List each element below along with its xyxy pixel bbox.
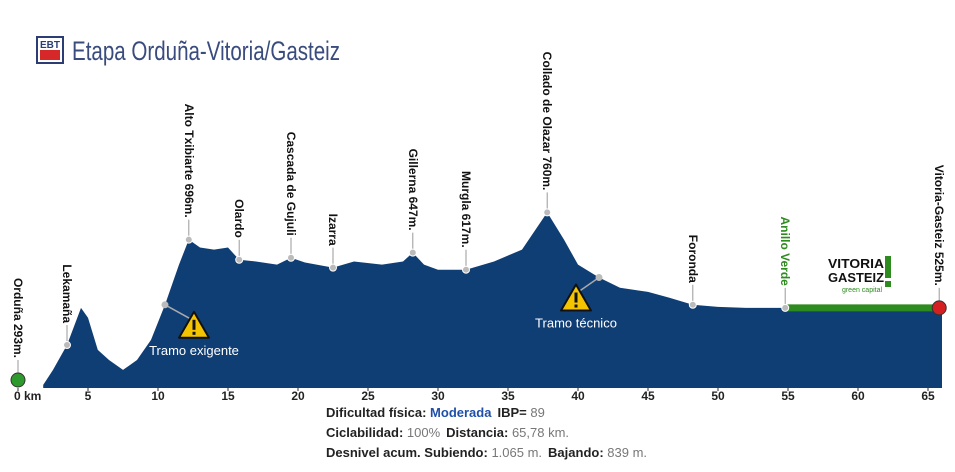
poi-label: Olardo <box>232 199 246 238</box>
info-value: Moderada <box>430 405 492 420</box>
poi-dot <box>63 341 71 350</box>
x-tick-label: 50 <box>711 389 725 402</box>
warning-bang <box>574 292 578 303</box>
x-tick-label: 0 km <box>14 389 41 402</box>
x-tick-label: 65 <box>921 389 935 402</box>
x-tick-label: 25 <box>361 389 375 402</box>
info-row: Desnivel acum. Subiendo: 1.065 m. Bajando… <box>326 443 653 463</box>
poi-dot <box>10 372 26 388</box>
warning-dot <box>574 304 578 308</box>
poi-dot <box>235 255 244 264</box>
x-tick-label: 10 <box>151 389 165 402</box>
poi-label: Vitoria-Gasteiz 525m. <box>932 165 946 286</box>
info-value: 65,78 km. <box>511 425 570 440</box>
info-label: Ciclabilidad: <box>326 425 404 440</box>
x-tick-label: 15 <box>221 389 235 402</box>
badge-line: VITORIA <box>828 256 885 271</box>
info-value: 89 <box>530 405 545 420</box>
poi-label: Anillo Verde <box>778 217 792 287</box>
logo-text: EBT <box>40 40 60 51</box>
logo-red <box>40 50 60 60</box>
info-label: IBP= <box>497 405 527 420</box>
warning-label: Tramo técnico <box>535 316 617 331</box>
x-tick-label: 55 <box>781 389 795 402</box>
poi-dot <box>329 263 337 272</box>
warning-anchor <box>595 274 603 282</box>
warning-bang <box>192 319 196 330</box>
badge-line: green capital <box>842 287 883 294</box>
info-row: Dificultad física: Moderada IBP= 89 <box>326 403 653 423</box>
poi-label: Gillerna 647m. <box>406 149 420 231</box>
x-tick-label: 60 <box>851 389 865 402</box>
poi-label: Foronda <box>686 235 700 283</box>
logo: EBT <box>36 36 64 64</box>
x-tick-label: 5 <box>85 389 92 402</box>
x-tick-label: 35 <box>501 389 515 402</box>
info: Dificultad física: Moderada IBP= 89 Ciclab… <box>326 403 653 463</box>
poi-label: Lekamaña <box>60 264 74 323</box>
poi-label: Murgla 617m. <box>459 171 473 248</box>
poi-label: Alto Txibiarte 696m. <box>182 104 196 218</box>
info-label: Dificultad física: <box>326 405 427 420</box>
poi-dot <box>462 265 470 274</box>
x-tick-label: 30 <box>431 389 445 402</box>
poi-label: Izarra <box>326 214 340 246</box>
poi-dot <box>688 300 697 309</box>
info-label: Bajando: <box>548 445 604 460</box>
warning-anchor <box>161 301 169 309</box>
badge-mark <box>885 281 891 287</box>
elevation-area <box>43 212 942 388</box>
poi-dot <box>287 253 295 262</box>
info-label: Distancia: <box>446 425 509 440</box>
info-value: 839 m. <box>607 445 648 460</box>
info-value: 100% <box>406 425 441 440</box>
badge: VITORIA GASTEIZ green capital <box>828 256 891 294</box>
info-row: Ciclabilidad: 100% Distancia: 65,78 km. <box>326 423 653 443</box>
x-tick-label: 40 <box>571 389 585 402</box>
chart: EBT Etapa Orduña-Vitoria/Gasteiz VITORIA… <box>10 36 947 402</box>
poi-label: Orduña 293m. <box>11 278 25 358</box>
info-value: 1.065 m. <box>491 445 543 460</box>
warning-leader <box>164 304 195 322</box>
x-tick-label: 45 <box>641 389 655 402</box>
warning-dot <box>192 331 196 335</box>
x-tick-label: 20 <box>291 389 305 402</box>
poi-dot <box>931 300 947 316</box>
poi-dot <box>184 235 193 244</box>
badge-line: GASTEIZ <box>828 270 884 285</box>
info-label: Desnivel acum. Subiendo: <box>326 445 488 460</box>
poi-label: Cascada de Gujuli <box>284 132 298 236</box>
badge-mark <box>885 256 891 278</box>
poi-dot <box>543 208 552 217</box>
poi-label: Collado de Olazar 760m. <box>540 52 554 191</box>
poi-dot <box>781 303 790 312</box>
warning-label: Tramo exigente <box>149 343 239 358</box>
chart-title: Etapa Orduña-Vitoria/Gasteiz <box>72 36 340 66</box>
poi-dot <box>408 248 417 257</box>
